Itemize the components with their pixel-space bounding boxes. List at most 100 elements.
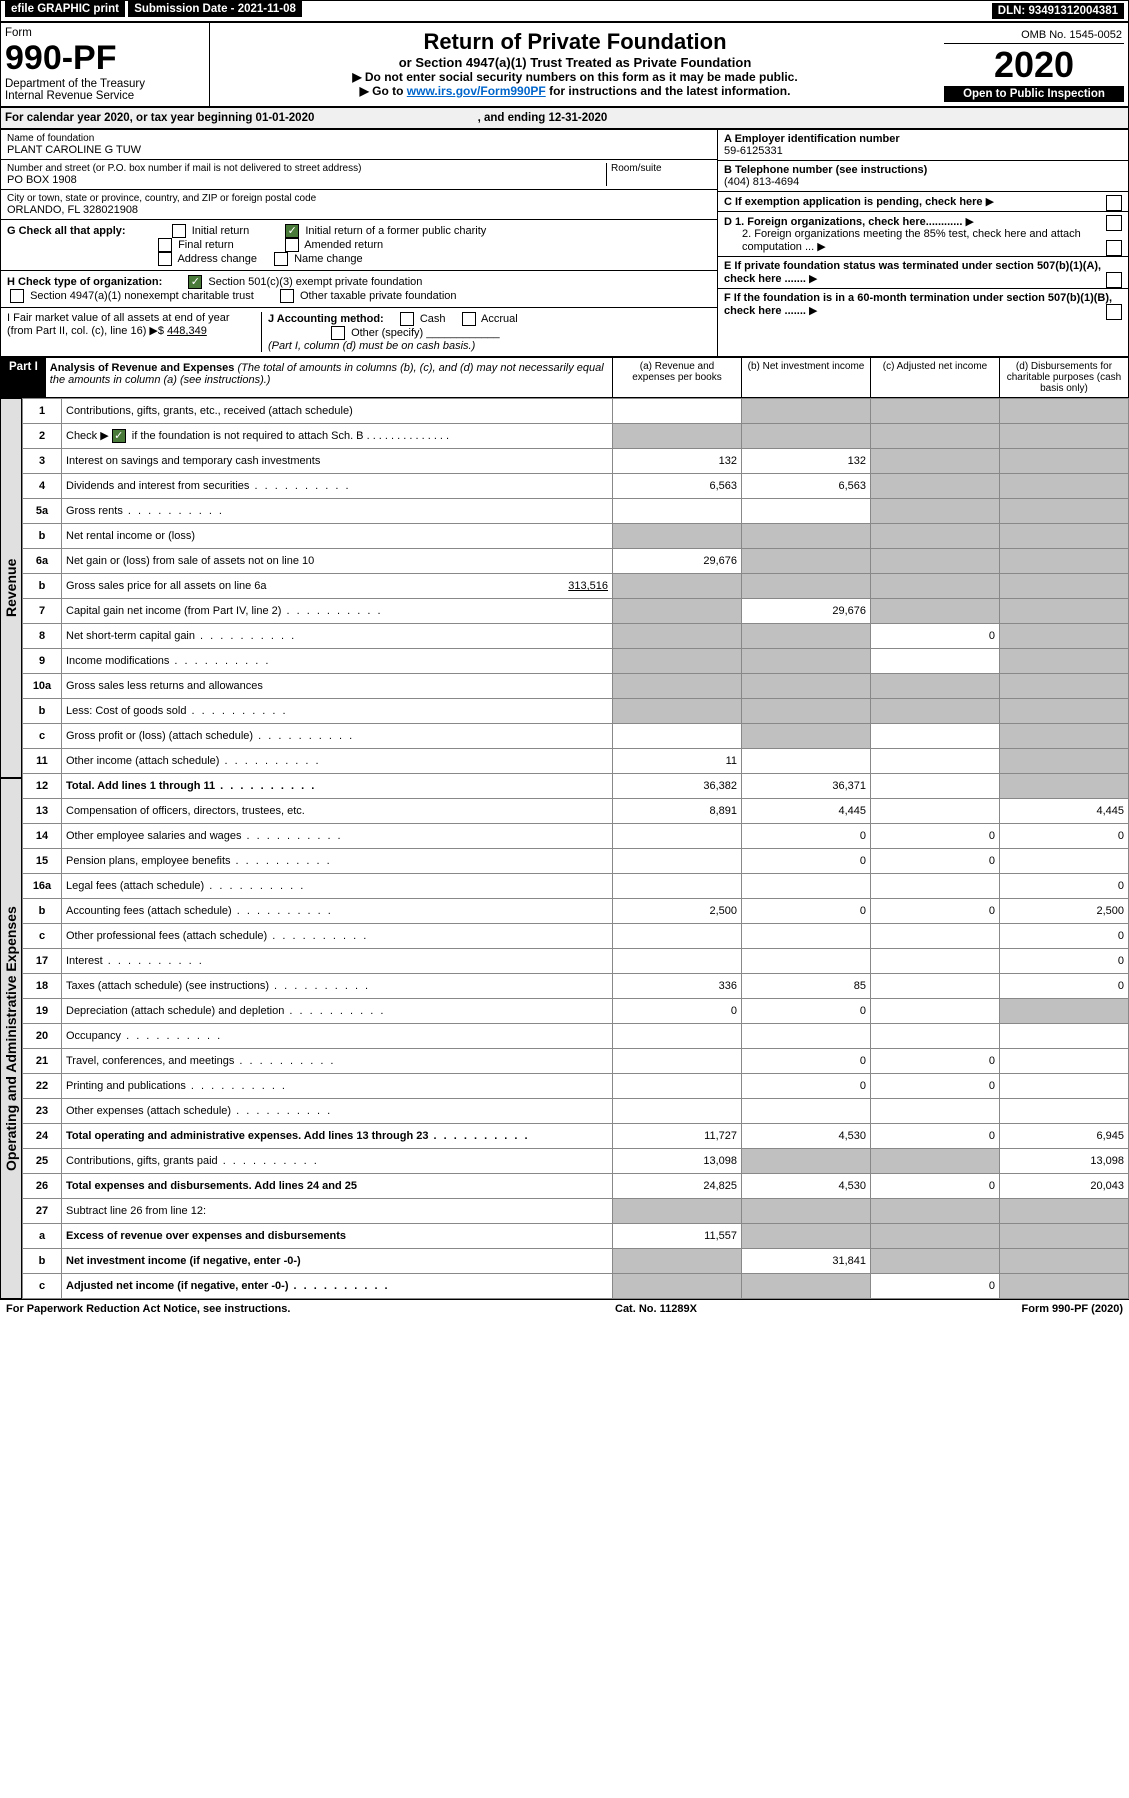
chk-schb[interactable]	[112, 429, 126, 443]
dept-label: Department of the Treasury	[5, 78, 205, 90]
table-row: bAccounting fees (attach schedule)2,5000…	[23, 899, 1129, 924]
footer-left: For Paperwork Reduction Act Notice, see …	[6, 1303, 290, 1315]
chk-accrual[interactable]	[462, 312, 476, 326]
inst-2: ▶ Go to www.irs.gov/Form990PF for instru…	[216, 84, 934, 98]
h-label: H Check type of organization:	[7, 276, 162, 288]
g-initial-former-label: Initial return of a former public charit…	[305, 225, 486, 237]
tax-year: 2020	[944, 44, 1124, 86]
footer-mid: Cat. No. 11289X	[615, 1303, 697, 1315]
addr-label: Number and street (or P.O. box number if…	[7, 163, 606, 174]
chk-name[interactable]	[274, 252, 288, 266]
table-row: 3Interest on savings and temporary cash …	[23, 449, 1129, 474]
chk-f[interactable]	[1106, 304, 1122, 320]
r2-pre: Check ▶	[66, 430, 109, 442]
efile-btn[interactable]: efile GRAPHIC print	[5, 1, 125, 17]
table-row: 5aGross rents	[23, 499, 1129, 524]
chk-initial-former[interactable]	[285, 224, 299, 238]
table-row: 7Capital gain net income (from Part IV, …	[23, 599, 1129, 624]
open-public-badge: Open to Public Inspection	[944, 86, 1124, 102]
form-subtitle: or Section 4947(a)(1) Trust Treated as P…	[216, 55, 934, 70]
table-row: 16aLegal fees (attach schedule)0	[23, 874, 1129, 899]
i-j-row: I Fair market value of all assets at end…	[1, 308, 717, 356]
chk-d1[interactable]	[1106, 215, 1122, 231]
j-other-label: Other (specify)	[351, 327, 423, 339]
inst-2-pre: ▶ Go to	[360, 84, 407, 98]
table-row: cOther professional fees (attach schedul…	[23, 924, 1129, 949]
r6b-desc: Gross sales price for all assets on line…	[66, 580, 267, 592]
chk-other-method[interactable]	[331, 326, 345, 340]
table-row: cGross profit or (loss) (attach schedule…	[23, 724, 1129, 749]
footer-right: Form 990-PF (2020)	[1022, 1303, 1123, 1315]
h-other-label: Other taxable private foundation	[300, 290, 457, 302]
chk-address[interactable]	[158, 252, 172, 266]
e-label: E If private foundation status was termi…	[724, 260, 1101, 285]
chk-4947[interactable]	[10, 289, 24, 303]
chk-c[interactable]	[1106, 195, 1122, 211]
chk-d2[interactable]	[1106, 240, 1122, 256]
d2-label: 2. Foreign organizations meeting the 85%…	[742, 228, 1081, 253]
table-row: 4Dividends and interest from securities6…	[23, 474, 1129, 499]
table-row: 6aNet gain or (loss) from sale of assets…	[23, 549, 1129, 574]
city-label: City or town, state or province, country…	[7, 193, 711, 204]
table-row: 23Other expenses (attach schedule)	[23, 1099, 1129, 1124]
j-accrual-label: Accrual	[481, 313, 518, 325]
g-initial-label: Initial return	[192, 225, 249, 237]
inst-1: ▶ Do not enter social security numbers o…	[216, 70, 934, 84]
table-row: bNet investment income (if negative, ent…	[23, 1249, 1129, 1274]
col-d-hdr: (d) Disbursements for charitable purpose…	[999, 358, 1128, 397]
table-row: 26Total expenses and disbursements. Add …	[23, 1174, 1129, 1199]
table-row: bNet rental income or (loss)	[23, 524, 1129, 549]
phone-value: (404) 813-4694	[724, 176, 1122, 188]
form-label: Form	[5, 27, 205, 39]
r6b-val: 313,516	[568, 580, 608, 592]
arrow-icon: ▶	[986, 195, 994, 208]
b-label: B Telephone number (see instructions)	[724, 164, 927, 176]
table-row: 17Interest0	[23, 949, 1129, 974]
j-label: J Accounting method:	[268, 313, 384, 325]
table-row: 15Pension plans, employee benefits00	[23, 849, 1129, 874]
table-row: 2Check ▶ if the foundation is not requir…	[23, 424, 1129, 449]
name-label: Name of foundation	[7, 133, 711, 144]
part1-title: Analysis of Revenue and Expenses	[50, 362, 235, 374]
omb-label: OMB No. 1545-0052	[944, 27, 1124, 44]
table-row: 13Compensation of officers, directors, t…	[23, 799, 1129, 824]
table-row: aExcess of revenue over expenses and dis…	[23, 1224, 1129, 1249]
calyear-pre: For calendar year 2020, or tax year begi…	[5, 112, 256, 124]
part-label: Part I	[1, 358, 46, 397]
foundation-info: Name of foundation PLANT CAROLINE G TUW …	[0, 129, 1129, 357]
submission-btn[interactable]: Submission Date - 2021-11-08	[128, 1, 302, 17]
chk-final[interactable]	[158, 238, 172, 252]
col-a-hdr: (a) Revenue and expenses per books	[612, 358, 741, 397]
table-row: 20Occupancy	[23, 1024, 1129, 1049]
table-row: 8Net short-term capital gain0	[23, 624, 1129, 649]
ein-value: 59-6125331	[724, 145, 1122, 157]
table-row: 24Total operating and administrative exp…	[23, 1124, 1129, 1149]
room-label: Room/suite	[611, 163, 711, 174]
form-link[interactable]: www.irs.gov/Form990PF	[407, 84, 546, 98]
h-4947-label: Section 4947(a)(1) nonexempt charitable …	[30, 290, 254, 302]
g-amended-label: Amended return	[304, 239, 383, 251]
j-note: (Part I, column (d) must be on cash basi…	[268, 340, 475, 352]
table-row: bLess: Cost of goods sold	[23, 699, 1129, 724]
chk-other-taxable[interactable]	[280, 289, 294, 303]
g-final-label: Final return	[178, 239, 234, 251]
revenue-side-label: Revenue	[0, 398, 22, 778]
form-code: 990-PF	[5, 39, 205, 78]
table-row: 14Other employee salaries and wages000	[23, 824, 1129, 849]
chk-501c3[interactable]	[188, 275, 202, 289]
expenses-side-label: Operating and Administrative Expenses	[0, 778, 22, 1299]
arrow-icon: ▶	[817, 240, 825, 253]
table-row: 25Contributions, gifts, grants paid13,09…	[23, 1149, 1129, 1174]
table-row: 12Total. Add lines 1 through 1136,38236,…	[23, 774, 1129, 799]
chk-e[interactable]	[1106, 272, 1122, 288]
g-name-label: Name change	[294, 253, 363, 265]
table-row: 21Travel, conferences, and meetings00	[23, 1049, 1129, 1074]
chk-amended[interactable]	[285, 238, 299, 252]
col-b-hdr: (b) Net investment income	[741, 358, 870, 397]
arrow-icon: ▶	[965, 215, 973, 228]
g-check-row: G Check all that apply: Initial return I…	[1, 220, 717, 271]
chk-cash[interactable]	[400, 312, 414, 326]
table-row: 19Depreciation (attach schedule) and dep…	[23, 999, 1129, 1024]
r2-post: if the foundation is not required to att…	[129, 430, 364, 442]
chk-initial[interactable]	[172, 224, 186, 238]
